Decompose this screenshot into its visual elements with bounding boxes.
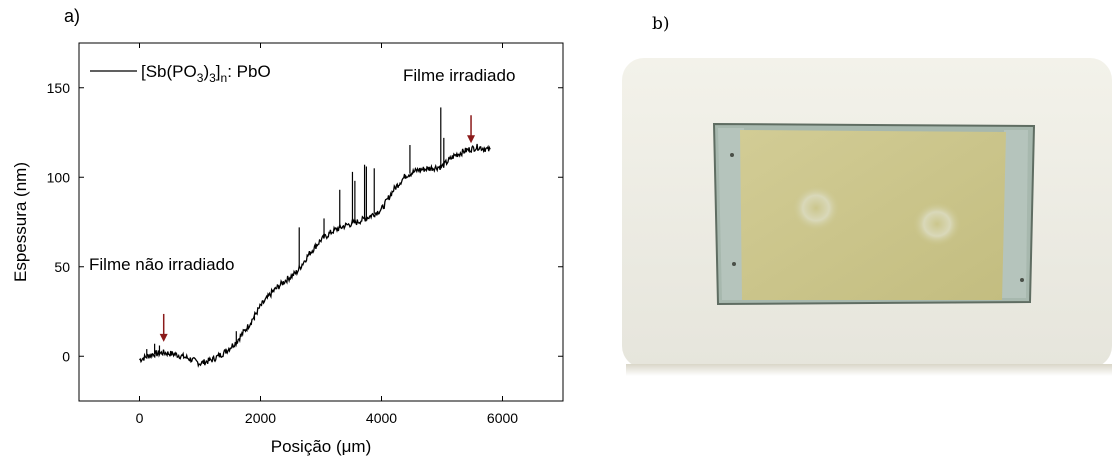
x-tick-label: 4000	[366, 410, 397, 426]
sample-photo	[622, 58, 1112, 388]
x-tick-label: 2000	[245, 410, 276, 426]
y-tick-label: 100	[47, 169, 71, 185]
photo-bottom-shadow	[626, 364, 1112, 376]
x-tick-label: 6000	[487, 410, 518, 426]
annotation-arrowhead-2	[467, 135, 476, 144]
thickness-chart: 0 2000 4000 6000 0 50 100 150 Filme não irradia…	[11, 42, 564, 456]
annotation-label-2: Filme irradiado	[403, 66, 515, 85]
y-tick-label: 150	[47, 80, 71, 96]
glass-mark	[1020, 278, 1024, 282]
annotation-label-1: Filme não irradiado	[89, 255, 235, 274]
panel-a-label: a)	[64, 6, 81, 26]
legend-text: [Sb(PO3)3]n: PbO	[141, 62, 271, 85]
panel-b-label: b)	[652, 14, 670, 34]
glass-mark	[730, 153, 734, 157]
x-axis-label: Posição (μm)	[271, 437, 371, 456]
annotation-layer: Filme não irradiado Filme irradiado	[89, 66, 515, 342]
irradiated-spot-2	[913, 202, 961, 246]
plot-area-frame	[78, 42, 564, 402]
series-layer	[139, 107, 491, 368]
x-tick-label: 0	[136, 410, 144, 426]
irradiated-spot-1	[792, 185, 840, 231]
legend: [Sb(PO3)3]n: PbO	[90, 62, 271, 85]
glass-mark	[732, 262, 736, 266]
series-line	[139, 143, 491, 368]
coated-film	[740, 130, 1006, 300]
axis-ticks: 0 2000 4000 6000 0 50 100 150	[47, 43, 563, 426]
glass-left-edge	[718, 128, 744, 300]
y-tick-label: 0	[62, 348, 70, 364]
glass-right-edge	[1002, 130, 1028, 298]
y-axis-label: Espessura (nm)	[11, 162, 30, 282]
annotation-arrowhead-1	[159, 333, 168, 342]
y-tick-label: 50	[54, 259, 70, 275]
